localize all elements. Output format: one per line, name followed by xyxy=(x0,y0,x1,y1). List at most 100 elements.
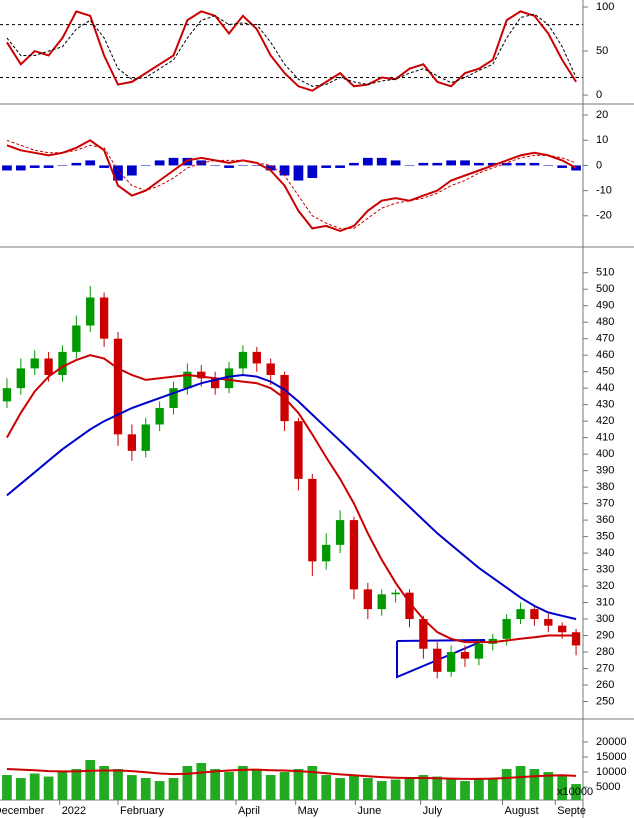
x-tick-label: June xyxy=(357,805,381,817)
candle-body xyxy=(58,351,67,375)
bar xyxy=(99,766,109,800)
y-tick-label: 10 xyxy=(596,134,608,146)
bar xyxy=(362,157,373,166)
bar xyxy=(279,165,290,176)
bar xyxy=(487,778,498,800)
y-tick-label: 100 xyxy=(596,1,614,13)
bar xyxy=(446,160,456,166)
candle-body xyxy=(322,544,331,562)
bar xyxy=(57,165,68,166)
series-line xyxy=(6,373,577,621)
candle-body xyxy=(433,648,442,672)
y-tick-label: 300 xyxy=(596,613,614,625)
bar xyxy=(293,769,304,800)
y-tick-label: -20 xyxy=(596,210,612,222)
y-tick-label: 420 xyxy=(596,415,614,427)
candle-body xyxy=(558,625,567,633)
y-tick-label: 360 xyxy=(596,514,614,526)
candle-body xyxy=(169,388,178,408)
y-tick-label: 260 xyxy=(596,679,614,691)
bar xyxy=(99,165,109,168)
multiplier-label: x10000 xyxy=(557,786,593,798)
candle-body xyxy=(530,609,539,620)
bar xyxy=(210,769,221,800)
bar xyxy=(376,781,387,800)
bar xyxy=(265,775,276,800)
bar xyxy=(432,162,443,166)
y-tick-label: 400 xyxy=(596,448,614,460)
bar xyxy=(238,165,248,166)
candle-body xyxy=(183,371,192,389)
bar xyxy=(529,162,540,166)
bar xyxy=(29,165,40,168)
bar xyxy=(57,772,68,800)
bar xyxy=(140,778,151,800)
bar xyxy=(557,165,568,168)
y-tick-label: 280 xyxy=(596,646,614,658)
candle-body xyxy=(363,589,373,610)
bar xyxy=(210,165,221,166)
bar xyxy=(43,776,54,800)
bar xyxy=(501,769,512,800)
bar xyxy=(307,165,318,179)
y-tick-label: 500 xyxy=(596,283,614,295)
bar xyxy=(265,165,276,171)
x-tick-label: 2022 xyxy=(62,805,86,817)
bar xyxy=(154,781,165,800)
bar xyxy=(279,772,290,800)
candle-body xyxy=(252,351,261,364)
bar xyxy=(168,157,179,166)
bar xyxy=(29,773,40,800)
y-tick-label: 480 xyxy=(596,316,614,328)
candle-body xyxy=(141,424,150,451)
bar xyxy=(349,162,359,166)
bar xyxy=(321,775,332,800)
bar xyxy=(85,760,96,800)
candle-body xyxy=(308,478,317,562)
candle-body xyxy=(238,351,248,369)
candle-body xyxy=(113,338,123,435)
y-tick-label: 440 xyxy=(596,382,614,394)
bar xyxy=(127,775,137,800)
candle-body xyxy=(155,407,164,425)
candle-body xyxy=(127,434,137,451)
y-tick-label: 350 xyxy=(596,531,614,543)
series-line xyxy=(6,13,577,87)
bar xyxy=(154,160,165,166)
y-tick-label: -10 xyxy=(596,185,612,197)
y-tick-label: 380 xyxy=(596,481,614,493)
y-tick-label: 450 xyxy=(596,366,614,378)
x-tick-label: Septe xyxy=(557,805,586,817)
y-tick-label: 340 xyxy=(596,547,614,559)
candle-body xyxy=(44,358,53,375)
bar xyxy=(474,779,484,800)
bar xyxy=(196,763,207,800)
y-tick-label: 430 xyxy=(596,399,614,411)
y-tick-label: 370 xyxy=(596,498,614,510)
candle-body xyxy=(446,652,456,672)
bar xyxy=(113,769,123,800)
bar xyxy=(182,766,193,800)
candle-body xyxy=(405,592,414,620)
candle-body xyxy=(224,368,234,389)
bar xyxy=(390,779,401,800)
y-tick-label: 270 xyxy=(596,662,614,674)
y-tick-label: 330 xyxy=(596,563,614,575)
candle-body xyxy=(544,619,553,626)
y-tick-label: 470 xyxy=(596,333,614,345)
bar xyxy=(432,776,443,800)
bar xyxy=(307,766,318,800)
bar xyxy=(2,775,12,800)
candle-body xyxy=(2,388,12,402)
candle-body xyxy=(391,592,400,595)
y-tick-label: 15000 xyxy=(596,751,627,763)
bar xyxy=(251,769,262,800)
y-tick-label: 0 xyxy=(596,89,602,101)
bar xyxy=(251,165,262,166)
candle-body xyxy=(571,632,581,646)
x-tick-label: December xyxy=(0,805,45,817)
bar xyxy=(460,160,470,166)
